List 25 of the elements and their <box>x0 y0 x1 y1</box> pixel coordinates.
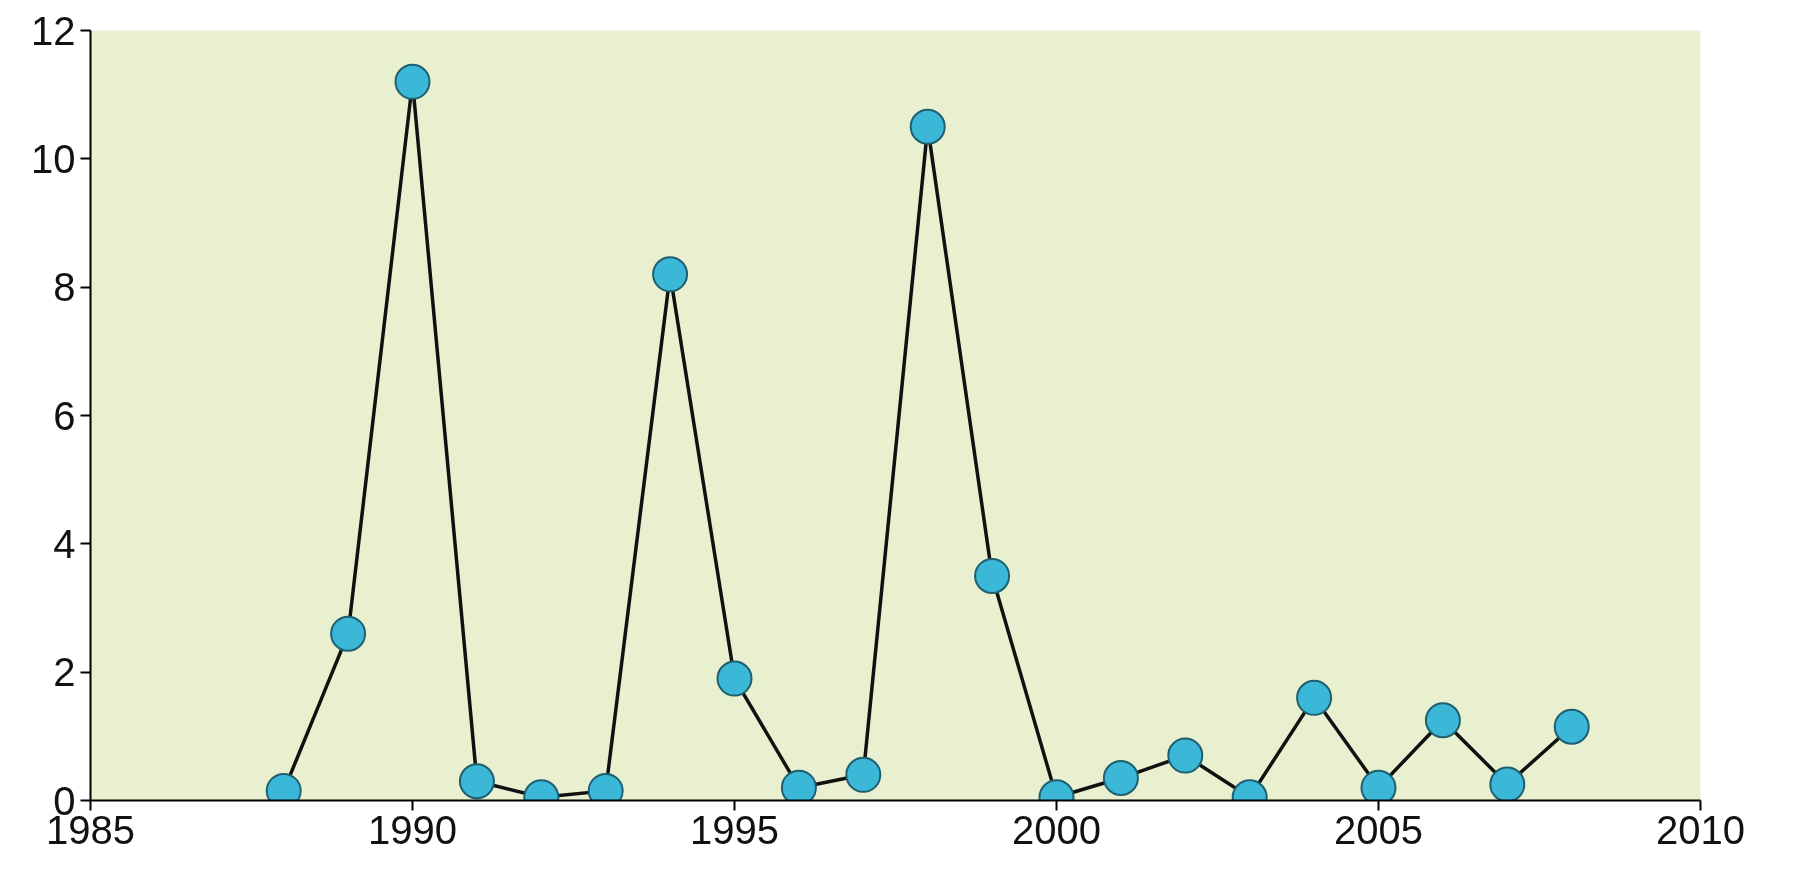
point <box>1553 708 1590 745</box>
point <box>1102 760 1139 797</box>
point <box>652 256 689 293</box>
point <box>974 557 1011 594</box>
x-tick-label: 2000 <box>1012 807 1101 852</box>
x-tick-label: 2010 <box>1656 807 1745 852</box>
point <box>330 615 367 652</box>
point <box>845 756 882 793</box>
point <box>909 108 946 145</box>
point <box>1296 679 1333 716</box>
y-tick-label: 8 <box>53 265 76 310</box>
x-tick-label: 1990 <box>368 807 457 852</box>
point <box>716 660 753 697</box>
point <box>1424 702 1461 739</box>
y-tick-label: 10 <box>31 136 76 181</box>
y-tick-label: 4 <box>53 521 76 566</box>
y-tick-label: 12 <box>31 8 76 53</box>
y-tick-label: 2 <box>53 650 76 695</box>
point <box>394 63 431 100</box>
point <box>458 763 495 800</box>
point <box>1489 766 1526 801</box>
x-tick-label: 2005 <box>1334 807 1423 852</box>
y-tick-label: 6 <box>53 393 76 438</box>
x-tick-label: 1995 <box>690 807 779 852</box>
point <box>1167 737 1204 774</box>
